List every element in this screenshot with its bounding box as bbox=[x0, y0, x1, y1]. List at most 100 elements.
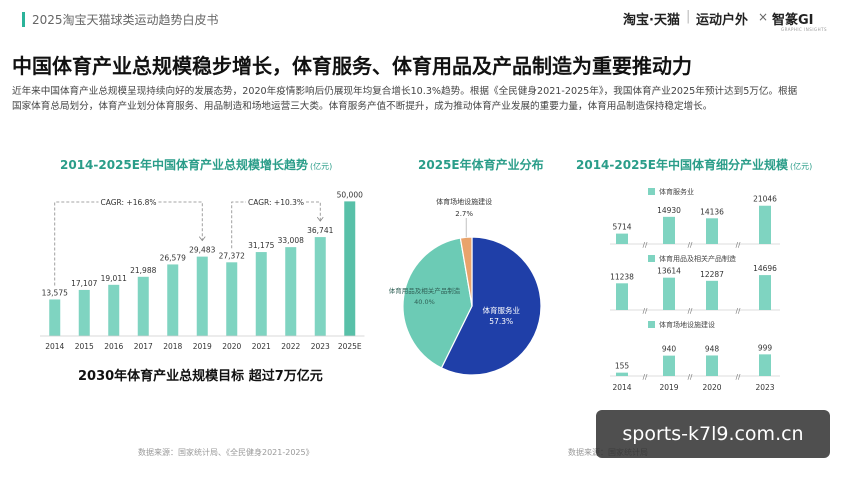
x-tick-label-2014: 2014 bbox=[45, 342, 64, 351]
pie-slice-1 bbox=[440, 236, 542, 376]
segment-bar-2-2019 bbox=[663, 277, 675, 310]
industry-distribution-pie-chart: 体育服务业 57.3% 体育用品及相关产品制造 40.0% 体育场地设施建设 2.7% bbox=[389, 197, 542, 376]
right-chart-unit: (亿元) bbox=[789, 162, 813, 171]
bar-value-label-2019: 29,483 bbox=[189, 246, 215, 255]
brand-divider: | bbox=[686, 9, 691, 24]
cagr-bracket-right-1 bbox=[158, 201, 203, 241]
intro-paragraph: 近年来中国体育产业总规模呈现持续向好的发展态势，2020年疫情影响后仍展现年均复… bbox=[12, 86, 798, 112]
segment-bar-1-2020 bbox=[706, 218, 718, 244]
segment-bar-3-2019 bbox=[663, 355, 675, 376]
cagr-bracket-right-2 bbox=[306, 201, 321, 222]
segment-value-3-2014: 155 bbox=[615, 362, 630, 371]
bar-value-label-2025E: 50,000 bbox=[337, 190, 363, 199]
segment-bar-3-2020 bbox=[706, 355, 718, 376]
page-headline: 中国体育产业总规模稳步增长，体育服务、体育用品及产品制造为重要推动力 bbox=[12, 54, 692, 78]
pie-label-name-3: 体育场地设施建设 bbox=[436, 197, 492, 206]
sport-outdoor-logo: 运动户外 bbox=[696, 13, 749, 28]
bar-value-label-2020: 27,372 bbox=[219, 251, 245, 260]
segment-bar-3-2023 bbox=[759, 354, 771, 376]
segment-value-2-2020: 12287 bbox=[700, 270, 724, 279]
axis-break-2-3: // bbox=[736, 307, 741, 315]
taobao-tmall-logo: 淘宝·天猫 bbox=[623, 13, 680, 28]
segment-x-tick-2020: 2020 bbox=[702, 383, 721, 392]
x-tick-label-2017: 2017 bbox=[134, 342, 153, 351]
x-tick-label-2025E: 2025E bbox=[338, 342, 362, 351]
pie-label-name-1: 体育服务业 bbox=[482, 305, 520, 315]
graphic-insights-logo: 智篆GI bbox=[772, 13, 814, 28]
segment-bar-2-2014 bbox=[616, 283, 628, 310]
target-2030-text: 2030年体育产业总规模目标 超过7万亿元 bbox=[78, 369, 323, 384]
pie-label-value-3: 2.7% bbox=[455, 210, 473, 218]
axis-break-1-2: // bbox=[688, 241, 693, 249]
segment-bar-2-2023 bbox=[759, 275, 771, 310]
bar-2015 bbox=[78, 289, 90, 336]
x-tick-label-2020: 2020 bbox=[222, 342, 241, 351]
bar-value-label-2017: 21,988 bbox=[130, 266, 156, 275]
total-scale-bar-chart: 13,575 2014 17,107 2015 19,011 2016 21,988 2017… bbox=[40, 190, 365, 351]
bar-value-label-2021: 31,175 bbox=[248, 241, 274, 250]
bar-2017 bbox=[137, 276, 149, 336]
axis-break-3-1: // bbox=[643, 373, 648, 381]
bar-2014 bbox=[49, 299, 61, 336]
bar-2018 bbox=[167, 264, 179, 336]
x-tick-label-2019: 2019 bbox=[193, 342, 212, 351]
cagr-arrow-1 bbox=[198, 236, 206, 242]
x-tick-label-2015: 2015 bbox=[75, 342, 94, 351]
right-chart-title-text: 2014-2025E年中国体育细分产业规模 bbox=[576, 158, 788, 172]
legend-label-1: 体育服务业 bbox=[659, 187, 694, 196]
legend-swatch-2 bbox=[648, 255, 655, 262]
bar-2020 bbox=[226, 262, 238, 336]
watermark-overlay: sports-k7l9.com.cn bbox=[596, 410, 830, 458]
segment-value-2-2023: 14696 bbox=[753, 264, 777, 273]
source-note-left: 数据来源：国家统计局、《全民健身2021-2025》 bbox=[138, 448, 314, 457]
bar-value-label-2014: 13,575 bbox=[42, 288, 68, 297]
pie-slice-2 bbox=[402, 237, 473, 369]
left-chart-title: 2014-2025E年中国体育产业总规模增长趋势 (亿元) bbox=[60, 156, 332, 173]
left-chart-unit: (亿元) bbox=[309, 162, 333, 171]
segment-value-1-2019: 14930 bbox=[657, 206, 681, 215]
segment-value-3-2019: 940 bbox=[662, 345, 677, 354]
cagr-label-2: CAGR: +10.3% bbox=[248, 198, 304, 207]
legend-swatch-3 bbox=[648, 321, 655, 328]
pie-label-name-2: 体育用品及相关产品制造 bbox=[389, 286, 461, 295]
pie-label-value-2: 40.0% bbox=[414, 298, 435, 306]
segment-value-1-2020: 14136 bbox=[700, 207, 724, 216]
axis-break-1-1: // bbox=[643, 241, 648, 249]
segment-bar-1-2023 bbox=[759, 205, 771, 244]
segment-bar-1-2019 bbox=[663, 216, 675, 244]
top-bar: 2025淘宝天猫球类运动趋势白皮书 淘宝·天猫 | 运动户外 × 智篆GI GR… bbox=[0, 0, 853, 40]
axis-break-3-3: // bbox=[736, 373, 741, 381]
x-tick-label-2018: 2018 bbox=[163, 342, 182, 351]
bar-value-label-2022: 33,008 bbox=[278, 236, 304, 245]
bar-2019 bbox=[196, 256, 208, 336]
segment-bar-2-2020 bbox=[706, 280, 718, 310]
left-chart-title-text: 2014-2025E年中国体育产业总规模增长趋势 bbox=[60, 158, 308, 172]
legend-swatch-1 bbox=[648, 188, 655, 195]
document-title: 2025淘宝天猫球类运动趋势白皮书 bbox=[32, 13, 219, 27]
bar-2016 bbox=[108, 284, 120, 336]
x-tick-label-2023: 2023 bbox=[311, 342, 330, 351]
segment-value-3-2023: 999 bbox=[758, 343, 773, 352]
x-tick-label-2016: 2016 bbox=[104, 342, 123, 351]
x-tick-label-2022: 2022 bbox=[281, 342, 300, 351]
bar-value-label-2018: 26,579 bbox=[160, 253, 186, 262]
axis-break-3-2: // bbox=[688, 373, 693, 381]
segment-value-3-2020: 948 bbox=[705, 344, 720, 353]
cagr-bracket-left-1 bbox=[54, 201, 99, 286]
segment-x-tick-2014: 2014 bbox=[612, 383, 631, 392]
pie-label-value-1: 57.3% bbox=[489, 317, 513, 326]
axis-break-2-2: // bbox=[688, 307, 693, 315]
axis-break-1-3: // bbox=[736, 241, 741, 249]
cagr-label-1: CAGR: +16.8% bbox=[100, 198, 156, 207]
segment-value-1-2014: 5714 bbox=[612, 223, 631, 232]
segment-value-2-2019: 13614 bbox=[657, 267, 681, 276]
bar-2023 bbox=[314, 237, 326, 336]
bar-2022 bbox=[285, 247, 297, 336]
bar-value-label-2016: 19,011 bbox=[101, 274, 127, 283]
segment-x-tick-2023: 2023 bbox=[755, 383, 774, 392]
segment-bar-1-2014 bbox=[616, 233, 628, 244]
right-chart-title: 2014-2025E年中国体育细分产业规模 (亿元) bbox=[576, 156, 812, 173]
legend-label-2: 体育用品及相关产品制造 bbox=[659, 254, 736, 263]
segment-bar-3-2014 bbox=[616, 372, 628, 376]
